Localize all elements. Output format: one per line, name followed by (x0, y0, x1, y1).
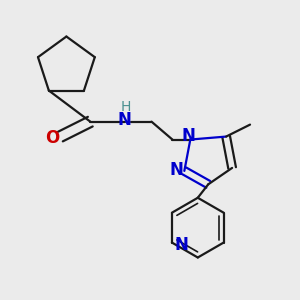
Text: H: H (121, 100, 131, 114)
Text: N: N (182, 127, 196, 145)
Text: O: O (45, 129, 59, 147)
Text: N: N (169, 161, 183, 179)
Text: N: N (118, 111, 132, 129)
Text: N: N (175, 236, 188, 254)
